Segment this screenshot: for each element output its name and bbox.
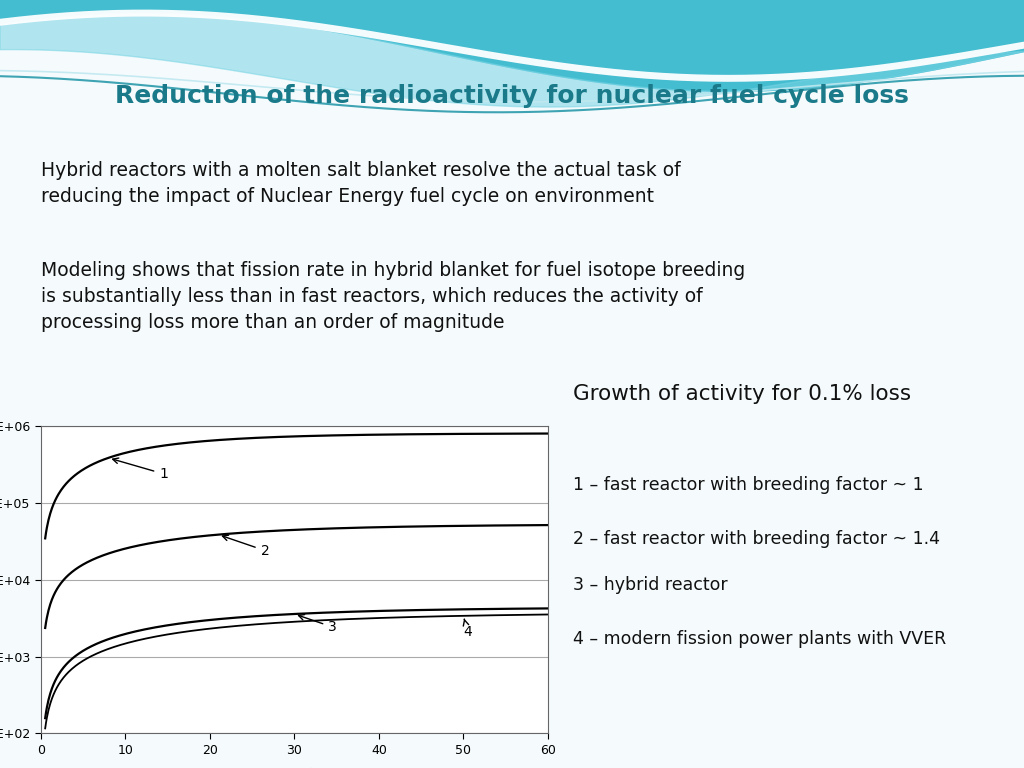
Text: 3: 3 [299, 614, 337, 634]
Text: 3 – hybrid reactor: 3 – hybrid reactor [573, 576, 728, 594]
Text: 2 – fast reactor with breeding factor ~ 1.4: 2 – fast reactor with breeding factor ~ … [573, 530, 940, 548]
X-axis label: year: year [278, 765, 311, 768]
Text: 2: 2 [222, 535, 269, 558]
Text: 4: 4 [463, 619, 472, 639]
Text: 4 – modern fission power plants with VVER: 4 – modern fission power plants with VVE… [573, 630, 947, 647]
Text: Modeling shows that fission rate in hybrid blanket for fuel isotope breeding
is : Modeling shows that fission rate in hybr… [41, 261, 745, 332]
Text: Reduction of the radioactivity for nuclear fuel cycle loss: Reduction of the radioactivity for nucle… [115, 84, 909, 108]
Text: Hybrid reactors with a molten salt blanket resolve the actual task of
reducing t: Hybrid reactors with a molten salt blank… [41, 161, 681, 206]
Text: 1: 1 [113, 458, 168, 481]
Text: Growth of activity for 0.1% loss: Growth of activity for 0.1% loss [573, 384, 911, 404]
Text: 1 – fast reactor with breeding factor ~ 1: 1 – fast reactor with breeding factor ~ … [573, 476, 924, 494]
